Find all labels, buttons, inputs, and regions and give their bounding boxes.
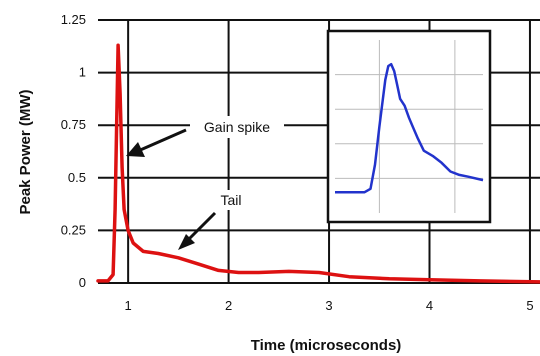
x-axis-title: Time (microseconds) [251,337,402,354]
tail-arrow-head [178,234,195,250]
annotation-tail: Tail [178,190,248,250]
y-tick-label: 0.25 [61,222,86,237]
tail-label: Tail [220,192,241,208]
x-tick-label: 4 [426,298,433,313]
y-tick-label: 0.75 [61,117,86,132]
y-tick-label: 0.5 [68,170,86,185]
y-axis-title: Peak Power (MW) [17,89,34,214]
gain-spike-arrow-head [126,142,145,157]
x-tick-label: 2 [225,298,232,313]
peak-power-series-line [96,43,540,284]
gain-spike-arrow-shaft [137,128,187,153]
inset-series-line [335,62,484,194]
tail-label-bg [214,190,248,210]
inset-chart [326,29,492,224]
inset-frame [326,29,492,224]
y-tick-label: 0 [79,275,86,290]
y-tick-label: 1.25 [61,12,86,27]
y-tick-label: 1 [79,65,86,80]
x-tick-label: 1 [125,298,132,313]
gain-spike-label-bg [190,116,284,138]
tail-arrow-shaft [184,211,217,244]
x-tick-label: 3 [325,298,332,313]
annotation-gain-spike: Gain spike [126,116,284,157]
inset-grid-lines [335,40,483,213]
x-tick-labels: 1 2 3 4 5 [125,298,534,313]
x-tick-label: 5 [526,298,533,313]
y-tick-labels: 0 0.25 0.5 0.75 1 1.25 [61,12,86,290]
gain-spike-label: Gain spike [204,119,270,135]
